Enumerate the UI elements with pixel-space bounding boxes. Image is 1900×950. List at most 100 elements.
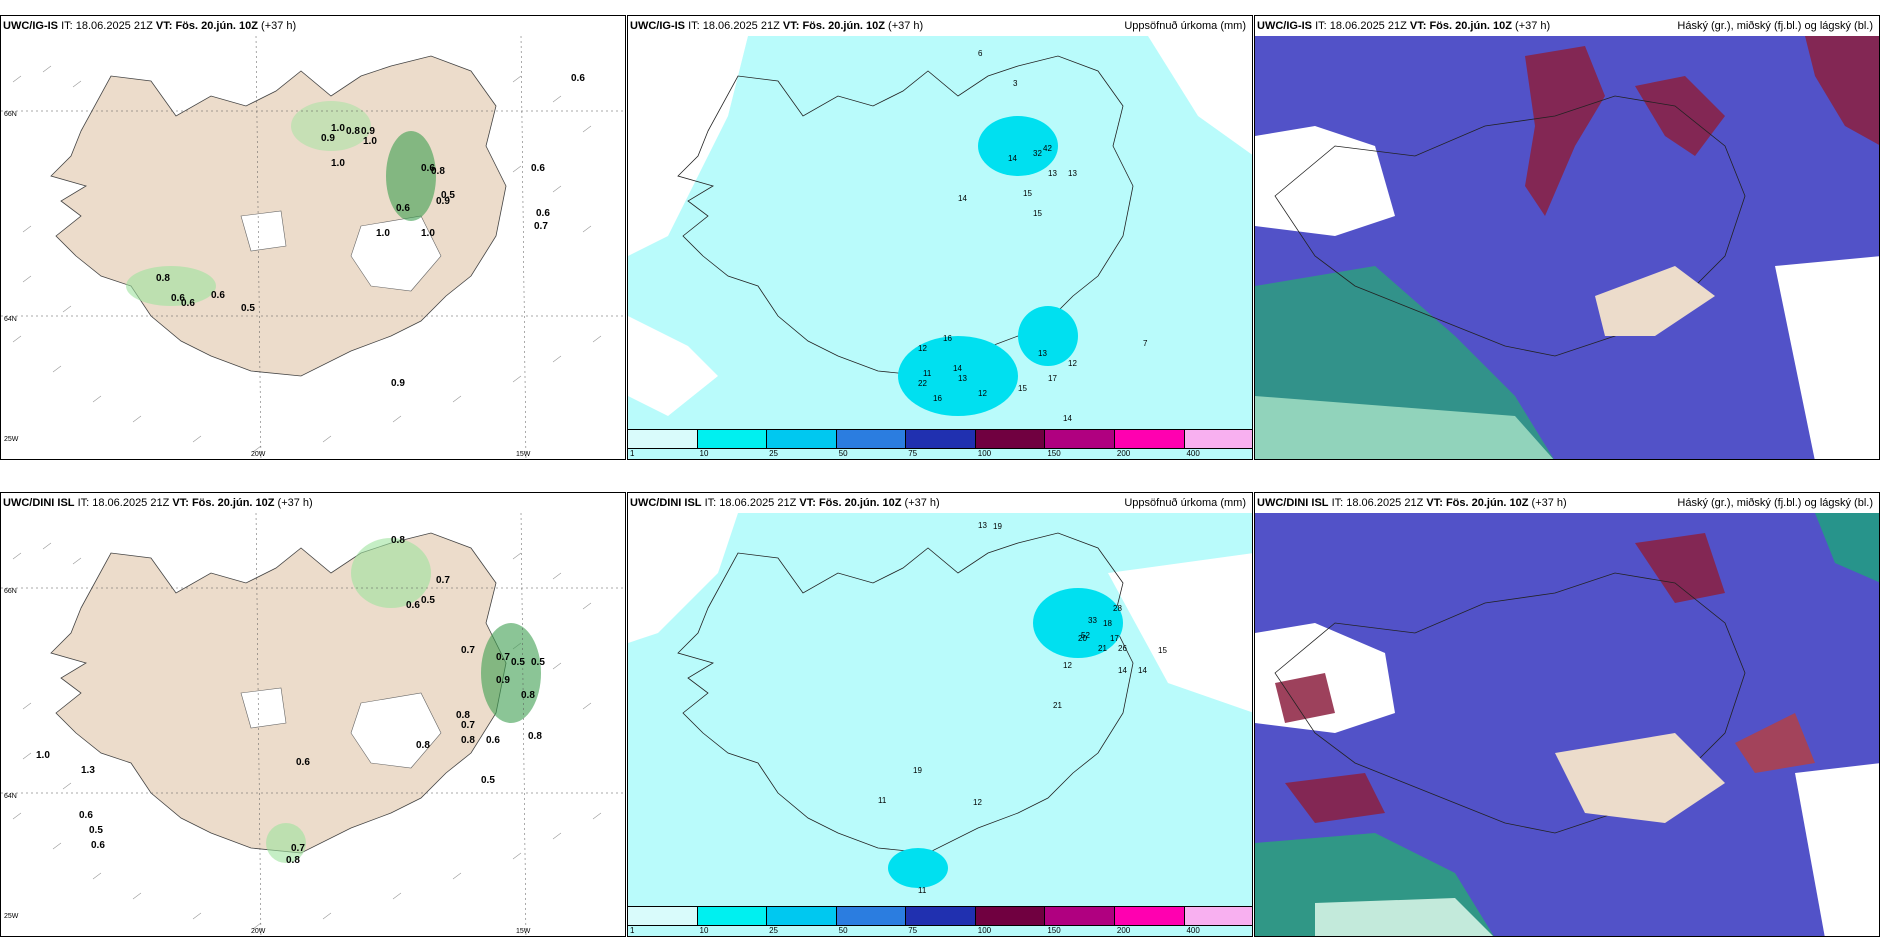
- high-cloud: [1525, 46, 1605, 216]
- map-value-label: 14: [953, 364, 962, 373]
- wind-value-labels: 0.80.70.6 0.50.70.7 0.5 0.50.90.80.80.70.8 0…: [36, 535, 545, 866]
- panel-header: UWC/DINI ISL IT: 18.06.2025 21Z VT: Fös.…: [630, 497, 940, 509]
- wind-value-labels: 0.61.00.90.8 0.91.01.0 0.60.80.50.60.91.0 1…: [156, 73, 585, 389]
- low-cloud: [1315, 898, 1493, 936]
- panel-title: Uppsöfnuð úrkoma (mm): [1124, 497, 1246, 509]
- colorbar-tick-label: 150: [1047, 926, 1061, 935]
- colorbar-segment: [975, 430, 1046, 448]
- map-value-label: 1.0: [331, 123, 345, 134]
- colorbar-segment: [1114, 907, 1185, 925]
- colorbar-segment: [697, 907, 768, 925]
- precip-area: [888, 848, 948, 888]
- precip-colorbar-labels: 1 10 25 50 75 100 150 200 400: [628, 449, 1252, 459]
- map-value-label: 0.5: [441, 190, 455, 201]
- glacier: [240, 210, 287, 252]
- map-value-label: 16: [933, 394, 942, 403]
- map-value-label: 6: [978, 49, 983, 58]
- precip-area: [978, 116, 1058, 176]
- map-value-label: 20: [1078, 634, 1087, 643]
- map-value-label: 0.5: [89, 825, 103, 836]
- precip-area: [386, 131, 436, 221]
- iceland-coastline: [1274, 572, 1746, 834]
- colorbar-tick-label: 200: [1116, 926, 1131, 935]
- clear-area: [628, 36, 748, 256]
- map-value-label: 0.6: [571, 73, 585, 84]
- map-value-label: 28: [1113, 604, 1122, 613]
- wind-map: 66N 64N 25W 20W 15W 0.6 1.0 0.9 0.8 0.9 1.0 1.…: [1, 36, 625, 459]
- map-value-label: 16: [943, 334, 952, 343]
- panel-precip-bottom: UWC/DINI ISL IT: 18.06.2025 21Z VT: Fös.…: [627, 492, 1253, 937]
- colorbar-tick-label: 75: [908, 926, 918, 935]
- map-value-label: 12: [918, 344, 927, 353]
- map-value-label: 0.7: [436, 575, 450, 586]
- map-value-label: 12: [973, 798, 982, 807]
- panel-wind-top: UWC/IG-IS IT: 18.06.2025 21Z VT: Fös. 20…: [0, 15, 626, 460]
- map-value-label: 14: [1008, 154, 1017, 163]
- map-value-label: 0.8: [346, 126, 360, 137]
- map-value-label: 21: [1098, 644, 1107, 653]
- clear-area: [628, 513, 738, 643]
- panel-title: Háský (gr.), miðský (fj.bl.) og lágský (…: [1677, 497, 1873, 509]
- precip-colorbar: [628, 906, 1252, 926]
- map-value-label: 0.5: [511, 657, 525, 668]
- lon-label: 15W: [516, 928, 531, 935]
- lon-label: 20W: [251, 928, 266, 935]
- map-value-label: 3: [1013, 79, 1018, 88]
- map-value-label: 0.7: [461, 720, 475, 731]
- high-cloud: [1735, 713, 1815, 773]
- precip-area: [126, 266, 216, 306]
- precip-area: [1018, 306, 1078, 366]
- panel-precip-top: UWC/IG-IS IT: 18.06.2025 21Z VT: Fös. 20…: [627, 15, 1253, 460]
- map-value-label: 1.0: [363, 136, 377, 147]
- map-value-label: 0.9: [436, 196, 450, 207]
- colorbar-tick-label: 1: [630, 926, 635, 935]
- map-value-label: 0.6: [91, 840, 105, 851]
- map-value-label: 14: [958, 194, 967, 203]
- map-value-label: 0.5: [481, 775, 495, 786]
- panel-wind-bottom: UWC/DINI ISL IT: 18.06.2025 21Z VT: Fös.…: [0, 492, 626, 937]
- map-value-label: 32: [1033, 149, 1042, 158]
- low-cloud: [1255, 396, 1554, 459]
- iceland-coastline: [677, 55, 1134, 377]
- map-value-label: 0.6: [171, 293, 185, 304]
- precip-colorbar-labels: 1 10 25 50 75 100 150 200 400: [628, 926, 1252, 936]
- colorbar-tick-label: 10: [699, 926, 709, 935]
- glacier: [240, 687, 287, 729]
- map-value-label: 0.8: [416, 740, 430, 751]
- map-value-label: 0.8: [456, 710, 470, 721]
- colorbar-tick-label: 400: [1186, 449, 1200, 458]
- land-patch: [1595, 266, 1715, 336]
- map-value-label: 12: [978, 389, 987, 398]
- map-value-label: 0.6: [211, 290, 225, 301]
- land-patch: [1555, 733, 1725, 823]
- panel-cloud-top: UWC/IG-IS IT: 18.06.2025 21Z VT: Fös. 20…: [1254, 15, 1880, 460]
- colorbar-segment: [906, 430, 976, 448]
- high-cloud: [1635, 76, 1725, 156]
- map-value-label: 0.7: [461, 645, 475, 656]
- colorbar-tick-label: 25: [769, 926, 779, 935]
- precip-area: [266, 823, 306, 863]
- lat-label: 64N: [4, 793, 17, 800]
- high-cloud: [1805, 36, 1879, 145]
- colorbar-segment: [628, 907, 698, 925]
- map-value-label: 0.8: [156, 273, 170, 284]
- clear-area: [628, 316, 718, 416]
- map-value-label: 0.6: [486, 735, 500, 746]
- map-value-label: 0.8: [528, 731, 542, 742]
- clear-area: [1108, 553, 1252, 713]
- colorbar-segment: [628, 430, 698, 448]
- map-value-label: 1.3: [81, 765, 95, 776]
- lat-label: 66N: [4, 588, 17, 595]
- colorbar-tick-label: 400: [1186, 926, 1200, 935]
- map-value-label: 33: [1088, 616, 1097, 625]
- map-value-label: 0.8: [521, 690, 535, 701]
- map-value-label: 14: [1138, 666, 1147, 675]
- map-value-label: 15: [1018, 384, 1027, 393]
- map-value-label: 13: [1038, 349, 1047, 358]
- colorbar-tick-label: 100: [977, 449, 992, 458]
- colorbar-segment: [1114, 430, 1185, 448]
- map-value-label: 0.5: [241, 303, 255, 314]
- precip-value-labels: 1319283318522017212615121414191112211012…: [878, 521, 1167, 927]
- map-value-label: 19: [993, 522, 1002, 531]
